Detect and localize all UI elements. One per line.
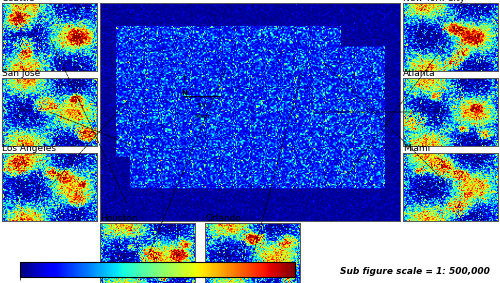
Text: Miles: Miles — [194, 114, 210, 119]
Text: 500: 500 — [196, 103, 208, 108]
Text: N: N — [181, 89, 187, 96]
Text: New York City: New York City — [403, 0, 465, 3]
Text: Houston: Houston — [100, 214, 138, 223]
Text: Los Angeles: Los Angeles — [2, 144, 56, 153]
Text: ↑: ↑ — [180, 74, 188, 83]
Text: Atlanta: Atlanta — [403, 69, 436, 78]
Text: San Jose: San Jose — [2, 69, 40, 78]
Text: Orlando: Orlando — [205, 214, 241, 223]
Text: Miami: Miami — [403, 144, 430, 153]
Text: Seattle: Seattle — [2, 0, 34, 3]
Text: Sub figure scale = 1: 500,000: Sub figure scale = 1: 500,000 — [340, 267, 490, 276]
